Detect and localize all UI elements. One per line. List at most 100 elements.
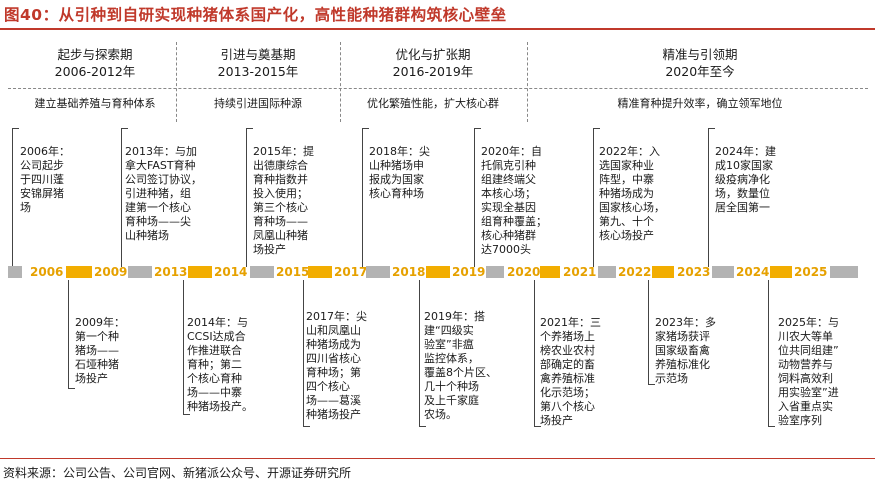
event-2020: 2020年：自 托佩克引种 组建终端父 本核心场； 实现全基因 组育种覆盖； 核心… [481, 131, 547, 257]
event-body: 第一个种 猪场—— 石垭种猪 场投产 [75, 330, 119, 385]
phase-1: 起步与探索期 2006-2012年 [20, 46, 170, 80]
event-body: 川农大等单 位共同组建” 动物营养与 饲料高效利 用实验室”进 入省重点实 验室… [778, 330, 839, 427]
timeline-tick [66, 266, 92, 278]
timeline-tick [598, 266, 616, 278]
event-2017: 2017年：尖 山和凤凰山 种猪场成为 四川省核心 育种场；第 四个核心 场——葛… [306, 296, 367, 422]
phase-years: 2020年至今 [665, 64, 735, 79]
year-label: 2021 [563, 265, 597, 279]
timeline-tick [540, 266, 560, 278]
event-2023: 2023年：多 家猪场获评 国家级畜禽 养殖标准化 示范场 [655, 302, 716, 386]
event-bracket [246, 128, 253, 267]
phase-years: 2016-2019年 [392, 64, 474, 79]
event-body: 拿大FAST育种 公司签订协议， 引进种猪，组 建第一个核心 育种场——尖 山种… [125, 159, 202, 242]
event-head: 2006年： [20, 145, 70, 158]
event-body: 公司起步 于四川蓬 安锦屏猪 场 [20, 159, 64, 214]
event-body: 个养猪场上 榜农业农村 部确定的畜 禽养殖标准 化示范场； 第八个核心 场投产 [540, 330, 595, 427]
event-head: 2025年：与 [778, 316, 839, 329]
event-bracket [419, 280, 426, 427]
timeline: 2006 2009 2013 2014 2015 2017 2018 2019 … [8, 265, 872, 279]
event-body: 山和凤凰山 种猪场成为 四川省核心 育种场；第 四个核心 场——葛溪 种猪场投产 [306, 324, 361, 421]
year-label: 2025 [794, 265, 828, 279]
event-2006: 2006年： 公司起步 于四川蓬 安锦屏猪 场 [20, 131, 70, 215]
event-bracket [593, 128, 600, 267]
event-head: 2024年：建 [715, 145, 776, 158]
year-label: 2018 [392, 265, 426, 279]
event-2014: 2014年：与 CCSI达成合 作推进联合 育种；第二 个核心育种 场——中寨 种… [187, 302, 253, 414]
timeline-tick [426, 266, 450, 278]
event-bracket [362, 128, 369, 267]
figure-title: 图40：从引种到自研实现种猪体系国产化，高性能种猪群构筑核心壁垒 [4, 6, 507, 24]
event-bracket [68, 280, 75, 389]
phase-divider [340, 42, 341, 122]
event-head: 2021年：三 [540, 316, 601, 329]
event-body: 建“四级实 验室”非瘟 监控体系， 覆盖8个片区、 几十个种场 及上千家庭 农场… [424, 324, 497, 421]
event-head: 2015年：提 [253, 145, 314, 158]
event-head: 2023年：多 [655, 316, 716, 329]
event-bracket [12, 128, 19, 267]
year-label: 2009 [94, 265, 128, 279]
event-2025: 2025年：与 川农大等单 位共同组建” 动物营养与 饲料高效利 用实验室”进 入… [778, 302, 839, 428]
event-2015: 2015年：提 出德康综合 育种指数并 投入使用； 第三个核心 育种场—— 凤凰山… [253, 131, 314, 257]
event-body: 托佩克引种 组建终端父 本核心场； 实现全基因 组育种覆盖； 核心种猪群 达70… [481, 159, 547, 256]
year-label: 2020 [507, 265, 541, 279]
year-label: 2022 [618, 265, 652, 279]
timeline-tick [712, 266, 734, 278]
event-2021: 2021年：三 个养猪场上 榜农业农村 部确定的畜 禽养殖标准 化示范场； 第八个… [540, 302, 601, 428]
timeline-tick [770, 266, 792, 278]
timeline-tick [652, 266, 674, 278]
phase-name: 精准与引领期 [662, 47, 738, 62]
phase-name: 优化与扩张期 [395, 47, 471, 62]
timeline-tick [308, 266, 332, 278]
year-label: 2013 [154, 265, 188, 279]
year-label: 2019 [452, 265, 486, 279]
title-divider [0, 28, 875, 30]
phase-header-divider [8, 88, 868, 89]
event-bracket [708, 128, 715, 267]
event-bracket [768, 280, 775, 427]
event-2019: 2019年：搭 建“四级实 验室”非瘟 监控体系， 覆盖8个片区、 几十个种场 及… [424, 296, 497, 422]
phase-2: 引进与奠基期 2013-2015年 [188, 46, 328, 80]
event-head: 2017年：尖 [306, 310, 367, 323]
year-label: 2006 [30, 265, 64, 279]
phase-4: 精准与引领期 2020年至今 [600, 46, 800, 80]
event-2022: 2022年：入 选国家种业 阵型，中寨 种猪场成为 国家核心场， 第九、十个 核心… [599, 131, 665, 243]
event-2013: 2013年：与加 拿大FAST育种 公司签订协议， 引进种猪，组 建第一个核心 育… [125, 131, 202, 243]
year-label: 2015 [276, 265, 310, 279]
timeline-tick [366, 266, 390, 278]
timeline-tick [830, 266, 858, 278]
event-head: 2020年：自 [481, 145, 542, 158]
phase-desc: 优化繁殖性能，扩大核心群 [367, 97, 499, 110]
event-bracket [121, 128, 128, 267]
event-body: 出德康综合 育种指数并 投入使用； 第三个核心 育种场—— 凤凰山种猪 场投产 [253, 159, 308, 256]
event-body: 家猪场获评 国家级畜禽 养殖标准化 示范场 [655, 330, 710, 385]
year-label: 2023 [677, 265, 711, 279]
phase-years: 2006-2012年 [54, 64, 136, 79]
event-head: 2022年：入 [599, 145, 660, 158]
event-bracket [183, 280, 190, 415]
event-head: 2009年： [75, 316, 125, 329]
event-head: 2019年：搭 [424, 310, 485, 323]
phase-desc: 精准育种提升效率，确立领军地位 [617, 97, 783, 110]
source-divider [0, 458, 875, 459]
timeline-tick [128, 266, 152, 278]
phase-desc: 建立基础养殖与育种体系 [34, 97, 156, 110]
event-2009: 2009年： 第一个种 猪场—— 石垭种猪 场投产 [75, 302, 125, 386]
phase-divider [176, 42, 177, 122]
event-bracket [474, 128, 481, 267]
event-head: 2013年：与加 [125, 145, 197, 158]
timeline-tick [188, 266, 212, 278]
phase-name: 引进与奠基期 [220, 47, 296, 62]
phase-divider [527, 42, 528, 122]
event-head: 2014年：与 [187, 316, 248, 329]
timeline-tick [250, 266, 274, 278]
event-2018: 2018年：尖 山种猪场申 报成为国家 核心育种场 [369, 131, 430, 201]
event-head: 2018年：尖 [369, 145, 430, 158]
phase-years: 2013-2015年 [217, 64, 299, 79]
year-label: 2017 [334, 265, 368, 279]
event-body: CCSI达成合 作推进联合 育种；第二 个核心育种 场——中寨 种猪场投产。 [187, 330, 253, 413]
phase-name: 起步与探索期 [57, 47, 133, 62]
event-bracket [303, 280, 310, 427]
event-2024: 2024年：建 成10家国家 级疫病净化 场，数量位 居全国第一 [715, 131, 776, 215]
timeline-tick [8, 266, 22, 278]
event-body: 选国家种业 阵型，中寨 种猪场成为 国家核心场， 第九、十个 核心场投产 [599, 159, 665, 242]
